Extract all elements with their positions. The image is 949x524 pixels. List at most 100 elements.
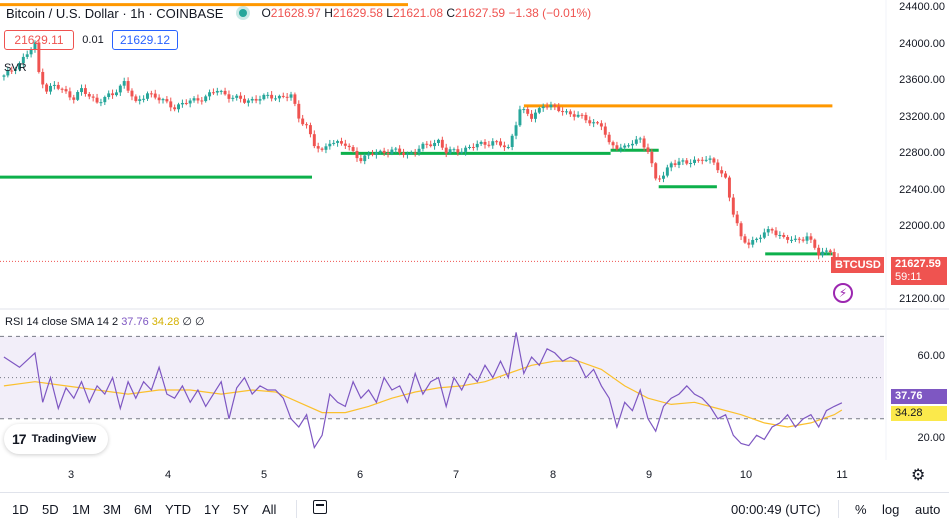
candle-body — [60, 88, 64, 90]
candle-body — [739, 223, 743, 237]
range-5d-button[interactable]: 5D — [42, 502, 59, 517]
calendar-icon[interactable] — [313, 500, 327, 514]
candle-body — [363, 155, 367, 162]
settings-gear-icon[interactable]: ⚙ — [911, 467, 926, 484]
time-tick-label: 4 — [164, 469, 172, 481]
candle-body — [568, 111, 572, 115]
candle-body — [565, 111, 568, 113]
candle-body — [421, 143, 425, 149]
time-tick-label: 6 — [356, 469, 364, 481]
candle-body — [122, 81, 126, 86]
candle-body — [64, 89, 68, 92]
toolbar-divider — [838, 500, 839, 518]
candle-body — [246, 100, 250, 103]
time-tick-label: 3 — [67, 469, 75, 481]
candle-body — [25, 54, 29, 57]
rsi-legend[interactable]: RSI 14 close SMA 14 2 37.76 34.28 ∅ ∅ — [5, 315, 205, 328]
candle-body — [347, 145, 351, 148]
candle-body — [177, 104, 180, 110]
price-levels — [0, 3, 884, 262]
range-5y-button[interactable]: 5Y — [233, 502, 249, 517]
time-tick-label: 10 — [739, 469, 753, 481]
candle-body — [506, 147, 510, 149]
tradingview-logo[interactable]: 17 TradingView — [4, 424, 108, 454]
candle-body — [669, 163, 673, 168]
candle-body — [231, 97, 235, 99]
candle-body — [479, 141, 483, 144]
log-toggle[interactable]: log — [882, 502, 900, 517]
candle-body — [161, 99, 165, 101]
range-3m-button[interactable]: 3M — [103, 502, 122, 517]
candle-body — [351, 147, 355, 151]
indicator-label-svr[interactable]: SVR — [4, 62, 27, 74]
time-tick-label: 7 — [452, 469, 460, 481]
rsi-tick-label: 60.00 — [917, 350, 945, 362]
candle-body — [394, 148, 398, 150]
candle-body — [817, 247, 821, 256]
candle-body — [619, 147, 623, 150]
candle-body — [483, 141, 487, 145]
candle-body — [813, 239, 817, 248]
price-tick-label: 21200.00 — [899, 293, 945, 306]
candle-body — [114, 92, 118, 96]
candle-body — [596, 122, 599, 124]
sell-button[interactable]: 21629.11 — [4, 30, 74, 50]
candle-body — [301, 118, 305, 125]
candle-body — [324, 146, 328, 150]
candle-body — [107, 93, 111, 97]
candle-body — [285, 96, 289, 98]
range-6m-button[interactable]: 6M — [134, 502, 153, 517]
candle-body — [793, 238, 797, 240]
candle-body — [572, 114, 576, 117]
lightning-icon[interactable]: ⚡ — [833, 283, 853, 303]
candle-body — [99, 102, 103, 104]
candle-body — [138, 99, 142, 101]
candle-body — [305, 124, 309, 126]
candle-body — [444, 147, 448, 154]
candle-body — [549, 104, 553, 108]
candle-body — [328, 143, 332, 147]
candle-body — [95, 97, 99, 103]
candle-body — [2, 75, 6, 77]
candle-body — [533, 112, 537, 119]
bar-countdown: 59:11 — [895, 271, 922, 283]
candle-body — [76, 92, 80, 100]
symbol-title[interactable]: Bitcoin / U.S. Dollar · 1h · COINBASE — [6, 5, 224, 21]
candle-body — [460, 151, 464, 153]
candle-body — [685, 160, 689, 164]
candle-body — [409, 152, 413, 154]
range-1y-button[interactable]: 1Y — [204, 502, 220, 517]
candle-body — [766, 229, 770, 233]
candle-body — [312, 134, 316, 147]
percent-toggle[interactable]: % — [855, 502, 867, 517]
candle-body — [258, 99, 262, 101]
buy-button[interactable]: 21629.12 — [112, 30, 178, 50]
candle-body — [367, 153, 371, 156]
candle-body — [464, 147, 468, 152]
rsi-tick-label: 20.00 — [917, 432, 945, 445]
candle-body — [6, 70, 10, 76]
candle-body — [262, 94, 266, 100]
candle-body — [386, 153, 390, 155]
candle-body — [495, 141, 499, 143]
range-all-button[interactable]: All — [262, 502, 277, 517]
utc-clock[interactable]: 00:00:49 (UTC) — [731, 502, 821, 517]
range-1d-button[interactable]: 1D — [12, 502, 29, 517]
candle-body — [165, 99, 169, 102]
low-value: 21621.08 — [392, 6, 444, 20]
candle-body — [215, 90, 219, 93]
chart-header[interactable]: Bitcoin / U.S. Dollar · 1h · COINBASE O2… — [6, 4, 591, 22]
candle-body — [681, 160, 685, 162]
candle-body — [758, 237, 762, 239]
range-1m-button[interactable]: 1M — [72, 502, 91, 517]
candle-body — [270, 94, 274, 99]
candle-body — [425, 143, 429, 145]
candle-body — [518, 109, 522, 126]
auto-toggle[interactable]: auto — [915, 502, 941, 517]
candle-body — [743, 236, 747, 243]
candle-body — [192, 98, 196, 101]
range-ytd-button[interactable]: YTD — [165, 502, 191, 517]
candle-body — [693, 159, 696, 163]
candle-body — [561, 111, 565, 113]
